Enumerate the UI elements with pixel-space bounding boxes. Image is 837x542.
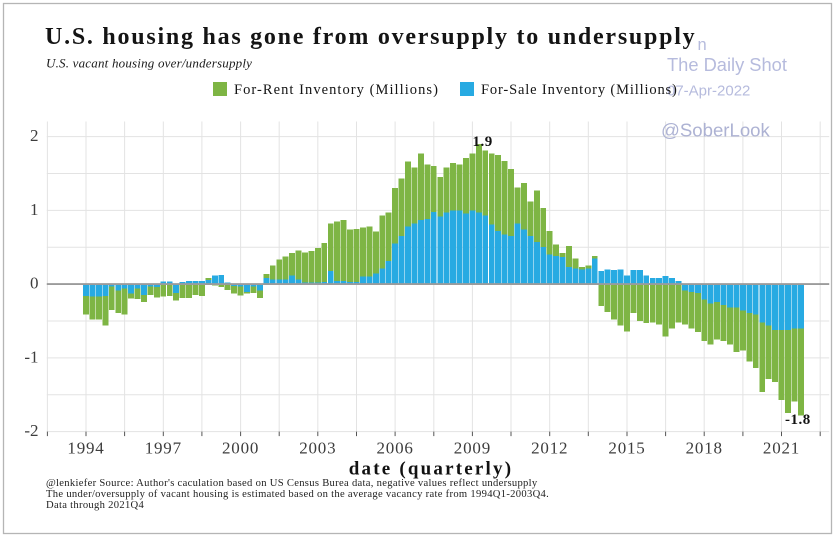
svg-text:For-Sale Inventory (Millions): For-Sale Inventory (Millions)	[481, 82, 678, 98]
svg-text:2021: 2021	[763, 439, 800, 458]
svg-text:-1: -1	[24, 347, 38, 366]
svg-text:Data through 2021Q4: Data through 2021Q4	[46, 500, 144, 511]
svg-text:For-Rent Inventory (Millions): For-Rent Inventory (Millions)	[234, 82, 439, 98]
svg-text:2015: 2015	[608, 439, 645, 458]
svg-text:2018: 2018	[686, 439, 723, 458]
svg-text:07-Apr-2022: 07-Apr-2022	[667, 83, 750, 100]
svg-text:-2: -2	[24, 421, 38, 440]
svg-text:0: 0	[30, 274, 39, 293]
svg-text:2006: 2006	[376, 439, 413, 458]
svg-text:n: n	[698, 36, 707, 54]
svg-text:U.S. housing has gone from ove: U.S. housing has gone from oversupply to…	[45, 24, 696, 50]
svg-text:The Daily Shot: The Daily Shot	[667, 54, 787, 75]
svg-text:2000: 2000	[222, 439, 259, 458]
svg-text:The under/oversupply of vacant: The under/oversupply of vacant housing i…	[46, 489, 549, 500]
svg-text:1: 1	[30, 200, 39, 219]
svg-text:2012: 2012	[531, 439, 568, 458]
svg-text:-1.8: -1.8	[785, 412, 811, 428]
svg-text:@SoberLook: @SoberLook	[661, 120, 771, 141]
svg-text:2003: 2003	[299, 439, 336, 458]
svg-text:@lenkiefer Source: Author's ca: @lenkiefer Source: Author's caculation b…	[46, 478, 538, 489]
svg-text:U.S. vacant housing over/under: U.S. vacant housing over/undersupply	[46, 56, 252, 71]
svg-text:2: 2	[30, 126, 39, 145]
svg-text:1.9: 1.9	[473, 134, 493, 150]
svg-text:1994: 1994	[67, 439, 104, 458]
svg-text:date (quarterly): date (quarterly)	[349, 459, 513, 480]
svg-text:1997: 1997	[145, 439, 182, 458]
svg-text:2009: 2009	[454, 439, 491, 458]
